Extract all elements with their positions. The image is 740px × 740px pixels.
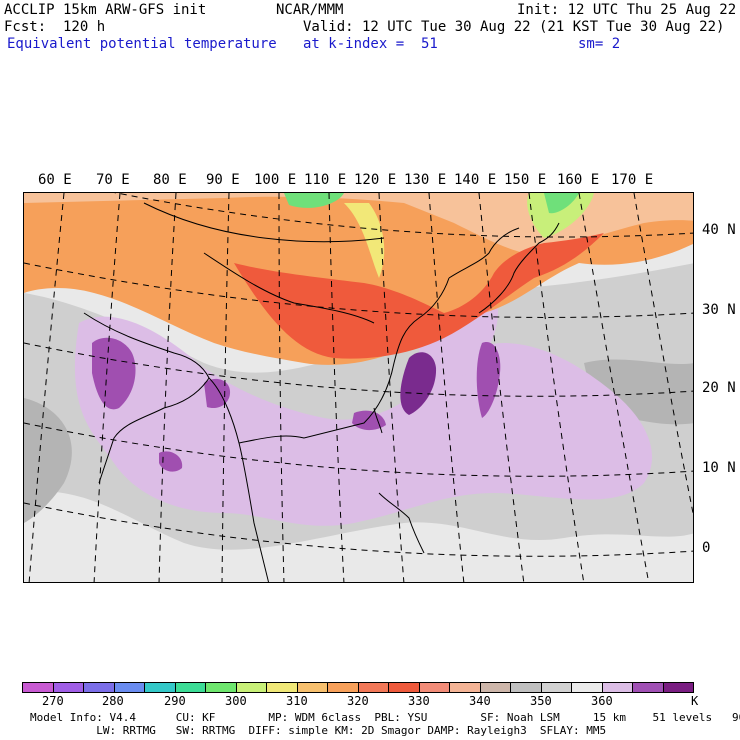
colorbar-tick-label: 300 [225, 694, 247, 708]
colorbar-segment [175, 683, 206, 692]
lat-label: 20 N [702, 380, 736, 396]
lightgreen-patch [527, 193, 594, 238]
colorbar-segment [389, 683, 420, 692]
purple-core-taiwan [352, 410, 386, 431]
coastlines [83, 202, 560, 582]
colorbar-segment [236, 683, 267, 692]
graticule [24, 193, 693, 582]
colorbar-segment [206, 683, 237, 692]
lon-label: 100 E [254, 172, 297, 188]
purple-core-east [476, 342, 501, 418]
purple-core-bay [204, 378, 231, 409]
forecast-hour: Fcst: 120 h [4, 19, 106, 35]
colorbar-tick-label: 350 [530, 694, 552, 708]
colorbar-tick-label: 330 [408, 694, 430, 708]
peach-north [24, 193, 693, 253]
colorbar-segment [602, 683, 633, 692]
colorbar-tick-label: 360 [591, 694, 613, 708]
colorbar-tick-label: 290 [164, 694, 186, 708]
colorbar-segment [23, 683, 54, 692]
model-info-line2: LW: RRTMG SW: RRTMG DIFF: simple KM: 2D … [30, 724, 607, 737]
field-name: Equivalent potential temperature [7, 36, 277, 52]
gray-dark-west [24, 398, 72, 523]
yellow-patch-1 [344, 203, 385, 278]
lon-label: 60 E [38, 172, 72, 188]
colorbar-segment [480, 683, 511, 692]
colorbar-segment [450, 683, 481, 692]
lat-label: 30 N [702, 302, 736, 318]
colorbar-segment [297, 683, 328, 692]
lon-label: 90 E [206, 172, 240, 188]
lon-label: 110 E [304, 172, 347, 188]
colorbar-segment [419, 683, 450, 692]
lat-label: 0 [702, 540, 711, 556]
smoothing-label: sm= 2 [578, 36, 621, 52]
lon-label: 70 E [96, 172, 130, 188]
colorbar-segment [328, 683, 359, 692]
lon-label: 80 E [153, 172, 187, 188]
product-title: ACCLIP 15km ARW-GFS init [4, 2, 207, 18]
gray-light-south [24, 491, 693, 582]
colorbar-tick-label: 310 [286, 694, 308, 708]
colorbar-segment [572, 683, 603, 692]
lon-label: 160 E [557, 172, 600, 188]
purple-core-ocean [400, 352, 437, 415]
green-patch-2 [544, 193, 579, 214]
colorbar-segment [84, 683, 115, 692]
lat-label: 40 N [702, 222, 736, 238]
init-time: Init: 12 UTC Thu 25 Aug 22 [517, 2, 737, 18]
lon-label: 170 E [611, 172, 654, 188]
colorbar [22, 682, 694, 693]
colorbar-segment [663, 683, 693, 692]
colorbar-tick-label: 340 [469, 694, 491, 708]
colorbar-tick-label: 270 [42, 694, 64, 708]
red-band [234, 233, 604, 359]
colorbar-segment [145, 683, 176, 692]
lon-label: 140 E [454, 172, 497, 188]
colorbar-segment [114, 683, 145, 692]
purple-core-india [92, 337, 136, 410]
colorbar-segment [633, 683, 664, 692]
colorbar-segment [53, 683, 84, 692]
colorbar-segment [541, 683, 572, 692]
lon-label: 130 E [404, 172, 447, 188]
theta-e-map [23, 192, 694, 583]
colorbar-tick-label: 320 [347, 694, 369, 708]
colorbar-segment [267, 683, 298, 692]
valid-time: Valid: 12 UTC Tue 30 Aug 22 (21 KST Tue … [303, 19, 725, 35]
purple-core-sea [159, 451, 183, 472]
colorbar-tick-label: 280 [102, 694, 124, 708]
lon-label: 150 E [504, 172, 547, 188]
model-info-line1: Model Info: V4.4 CU: KF MP: WDM 6class P… [30, 711, 740, 724]
center-name: NCAR/MMM [276, 2, 344, 18]
map-canvas [24, 193, 693, 582]
colorbar-segment [358, 683, 389, 692]
colorbar-segment [511, 683, 542, 692]
lon-label: 120 E [354, 172, 397, 188]
colorbar-unit: K [691, 694, 699, 708]
lat-label: 10 N [702, 460, 736, 476]
level-label: at k-index = 51 [303, 36, 438, 52]
